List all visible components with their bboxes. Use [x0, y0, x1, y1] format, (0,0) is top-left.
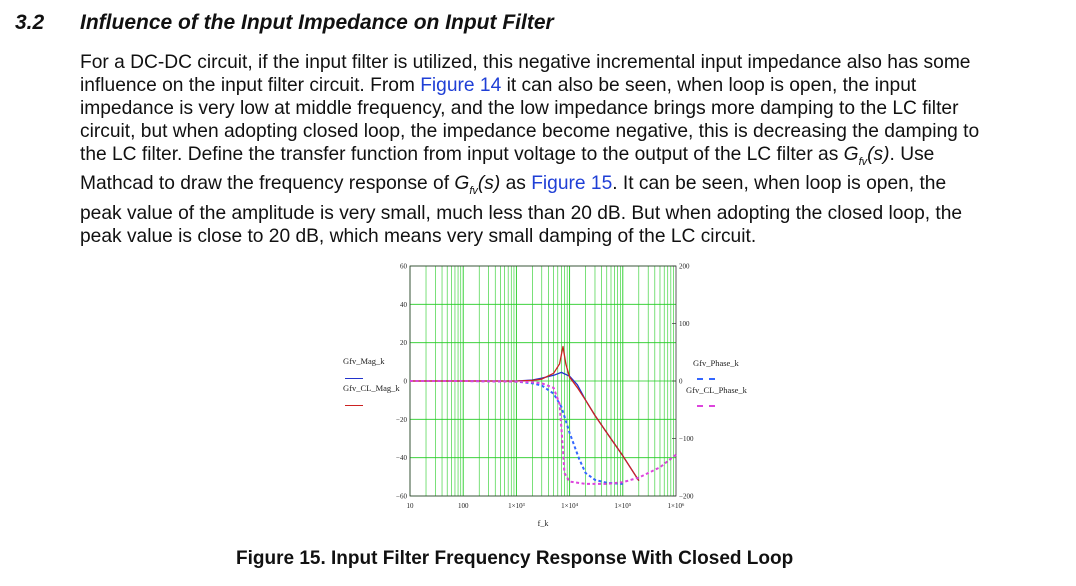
- legend-gfv-cl-mag-label: Gfv_CL_Mag_k: [343, 383, 400, 393]
- paragraph-line-4: circuit, but when adopting closed loop, …: [80, 120, 980, 142]
- series-gfv-cl-mag: [410, 345, 640, 482]
- y-tick-left: −60: [396, 493, 407, 501]
- legend-gfv-cl-phase-label: Gfv_CL_Phase_k: [686, 385, 747, 395]
- x-tick-label: 1×10⁶: [668, 502, 685, 510]
- section-title: Influence of the Input Impedance on Inpu…: [80, 11, 554, 34]
- x-axis-label: f_k: [538, 519, 549, 528]
- y-tick-right: −200: [679, 493, 694, 501]
- y-tick-left: 40: [400, 301, 408, 309]
- series-gfv-cl-phase: [410, 380, 677, 485]
- gfv-symbol: Gfv(s): [843, 143, 890, 168]
- legend-gfv-mag-label: Gfv_Mag_k: [343, 356, 385, 366]
- section-number: 3.2: [15, 11, 45, 34]
- gfv-symbol: Gfv(s): [454, 173, 501, 198]
- x-tick-label: 1×10³: [508, 502, 525, 510]
- x-tick-label: 10: [407, 502, 415, 510]
- figure-14-link[interactable]: Figure 14: [420, 74, 502, 96]
- legend-gfv-phase-swatch: [697, 378, 715, 380]
- paragraph-line-8: peak value is close to 20 dB, which mean…: [80, 226, 757, 247]
- paragraph-line-5: the LC filter. Define the transfer funct…: [80, 143, 935, 168]
- paragraph-line-6: Mathcad to draw the frequency response o…: [80, 173, 947, 198]
- figure-caption: Figure 15. Input Filter Frequency Respon…: [236, 548, 794, 569]
- y-tick-left: −20: [396, 416, 407, 424]
- y-tick-left: −40: [396, 454, 407, 462]
- y-tick-right: 0: [679, 378, 683, 386]
- paragraph-line-7: peak value of the amplitude is very smal…: [80, 203, 963, 225]
- series-gfv-mag: [410, 371, 640, 482]
- body-paragraph: For a DC-DC circuit, if the input filter…: [80, 52, 1070, 249]
- legend-gfv-mag-swatch: [345, 378, 363, 379]
- y-tick-right: 100: [679, 320, 690, 328]
- legend-gfv-cl-phase-swatch: [697, 405, 715, 407]
- paragraph-line-2: influence on the input filter circuit. F…: [80, 74, 917, 96]
- y-tick-left: 0: [404, 378, 408, 386]
- figure-15-link[interactable]: Figure 15: [531, 173, 613, 195]
- y-tick-left: 60: [400, 263, 408, 271]
- x-tick-label: 1×10⁴: [561, 502, 578, 510]
- x-tick-label: 100: [458, 502, 469, 510]
- legend-gfv-phase-label: Gfv_Phase_k: [693, 358, 739, 368]
- paragraph-line-3: impedance is very low at middle frequenc…: [80, 97, 959, 119]
- x-tick-label: 1×10⁵: [614, 502, 631, 510]
- y-tick-right: −100: [679, 435, 694, 443]
- frequency-response-figure: 60 40 20 0 −20 −40 −60 200 100 0 −100 −200 10 100 1×10…: [333, 258, 743, 538]
- paragraph-line-1: For a DC-DC circuit, if the input filter…: [80, 52, 971, 73]
- legend-gfv-cl-mag-swatch: [345, 405, 363, 406]
- y-tick-left: 20: [400, 339, 408, 347]
- y-tick-right: 200: [679, 263, 690, 271]
